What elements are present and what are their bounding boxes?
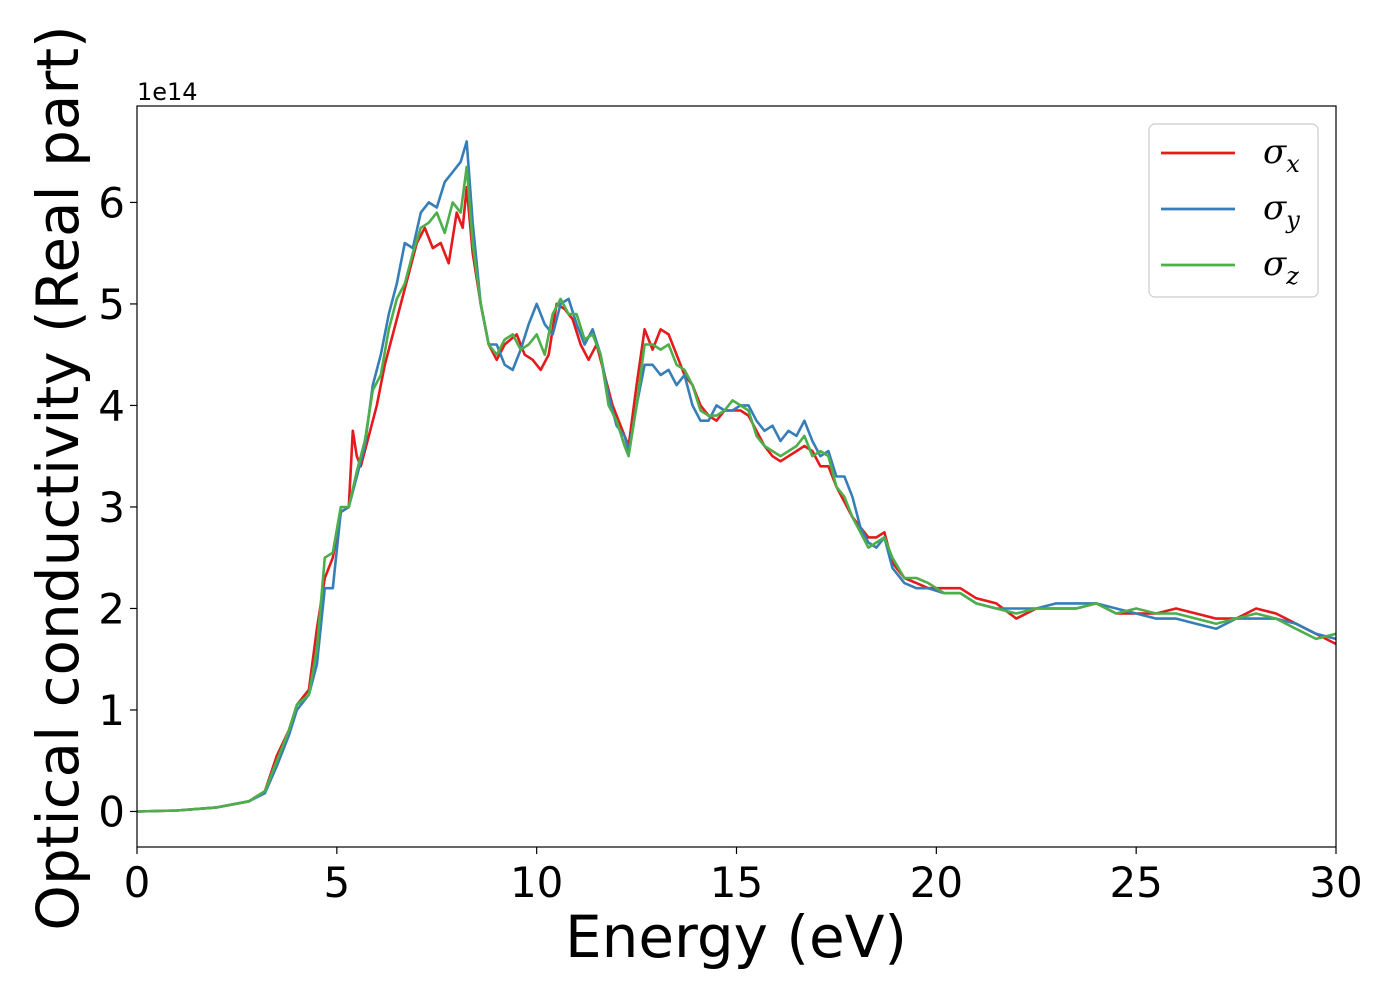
y-tick-label: 1	[98, 686, 125, 735]
x-axis-label: Energy (eV)	[565, 903, 907, 971]
y-tick-label: 2	[98, 584, 125, 633]
x-tick-label: 30	[1309, 858, 1362, 907]
x-tick-label: 10	[510, 858, 563, 907]
y-tick-label: 0	[98, 787, 125, 836]
x-tick-label: 25	[1109, 858, 1162, 907]
x-axis-ticks: 0 5 10 15 20 25 30	[124, 847, 1363, 907]
y-offset-label: 1e14	[137, 78, 198, 106]
x-tick-label: 0	[124, 858, 151, 907]
y-tick-label: 4	[98, 381, 125, 430]
x-tick-label: 20	[910, 858, 963, 907]
legend-label-z: σz	[1263, 244, 1299, 290]
y-tick-label: 3	[98, 483, 125, 532]
y-tick-label: 6	[98, 178, 125, 227]
legend-frame	[1148, 123, 1319, 298]
series-line-x	[136, 185, 1337, 813]
y-tick-label: 5	[98, 280, 125, 329]
y-axis-ticks: 0 1 2 3 4 5 6	[98, 178, 137, 836]
y-axis-label: Optical conductivity (Real part)	[24, 25, 92, 930]
x-tick-label: 15	[710, 858, 763, 907]
x-tick-label: 5	[323, 858, 350, 907]
series-line-z	[136, 165, 1337, 813]
series-layer	[136, 140, 1337, 813]
